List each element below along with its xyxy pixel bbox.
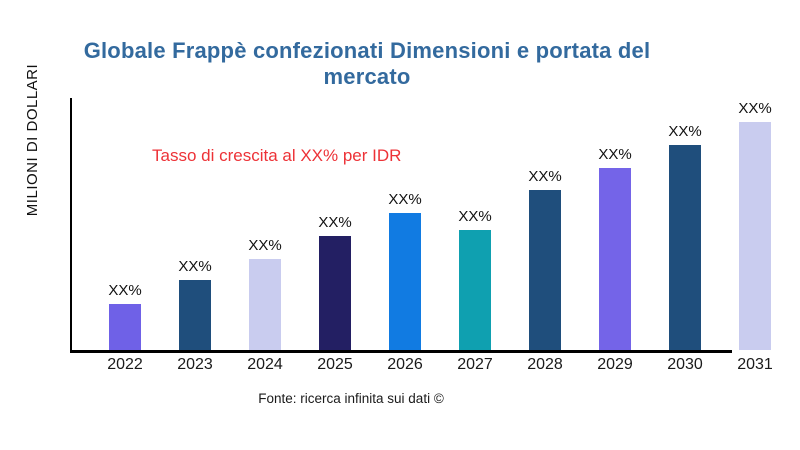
y-axis-label: MILIONI DI DOLLARI (24, 63, 41, 217)
x-tick-label: 2024 (247, 356, 283, 373)
chart-bar (669, 145, 701, 350)
bar-value-label: XX% (528, 168, 562, 185)
x-tick-label: 2023 (177, 356, 213, 373)
bar-value-label: XX% (598, 146, 632, 163)
x-tick-label: 2031 (737, 356, 773, 373)
bar-value-label: XX% (178, 258, 212, 275)
bar-value-label: XX% (668, 123, 702, 140)
x-tick-label: 2029 (597, 356, 633, 373)
chart-bar (109, 304, 141, 350)
x-tick-label: 2022 (107, 356, 143, 373)
chart-title: Globale Frappè confezionati Dimensioni e… (83, 38, 651, 89)
x-tick-label: 2027 (457, 356, 493, 373)
source-note: Fonte: ricerca infinita sui dati © (258, 391, 444, 406)
x-tick-label: 2030 (667, 356, 703, 373)
chart-bar (529, 190, 561, 350)
bar-value-label: XX% (458, 208, 492, 225)
x-tick-label: 2025 (317, 356, 353, 373)
chart-bar (249, 259, 281, 350)
chart-bar (319, 236, 351, 350)
chart-bar (179, 280, 211, 350)
x-tick-label: 2026 (387, 356, 423, 373)
bar-value-label: XX% (738, 100, 772, 117)
bar-value-label: XX% (318, 214, 352, 231)
y-axis-line (70, 98, 72, 352)
growth-rate-annotation: Tasso di crescita al XX% per IDR (152, 146, 402, 165)
chart-bar (459, 230, 491, 350)
chart-bar (599, 168, 631, 350)
bar-value-label: XX% (248, 237, 282, 254)
x-tick-label: 2028 (527, 356, 563, 373)
chart-bar (389, 213, 421, 350)
bar-value-label: XX% (388, 191, 422, 208)
bar-value-label: XX% (108, 282, 142, 299)
x-axis-line (70, 350, 732, 353)
chart-bar (739, 122, 771, 350)
